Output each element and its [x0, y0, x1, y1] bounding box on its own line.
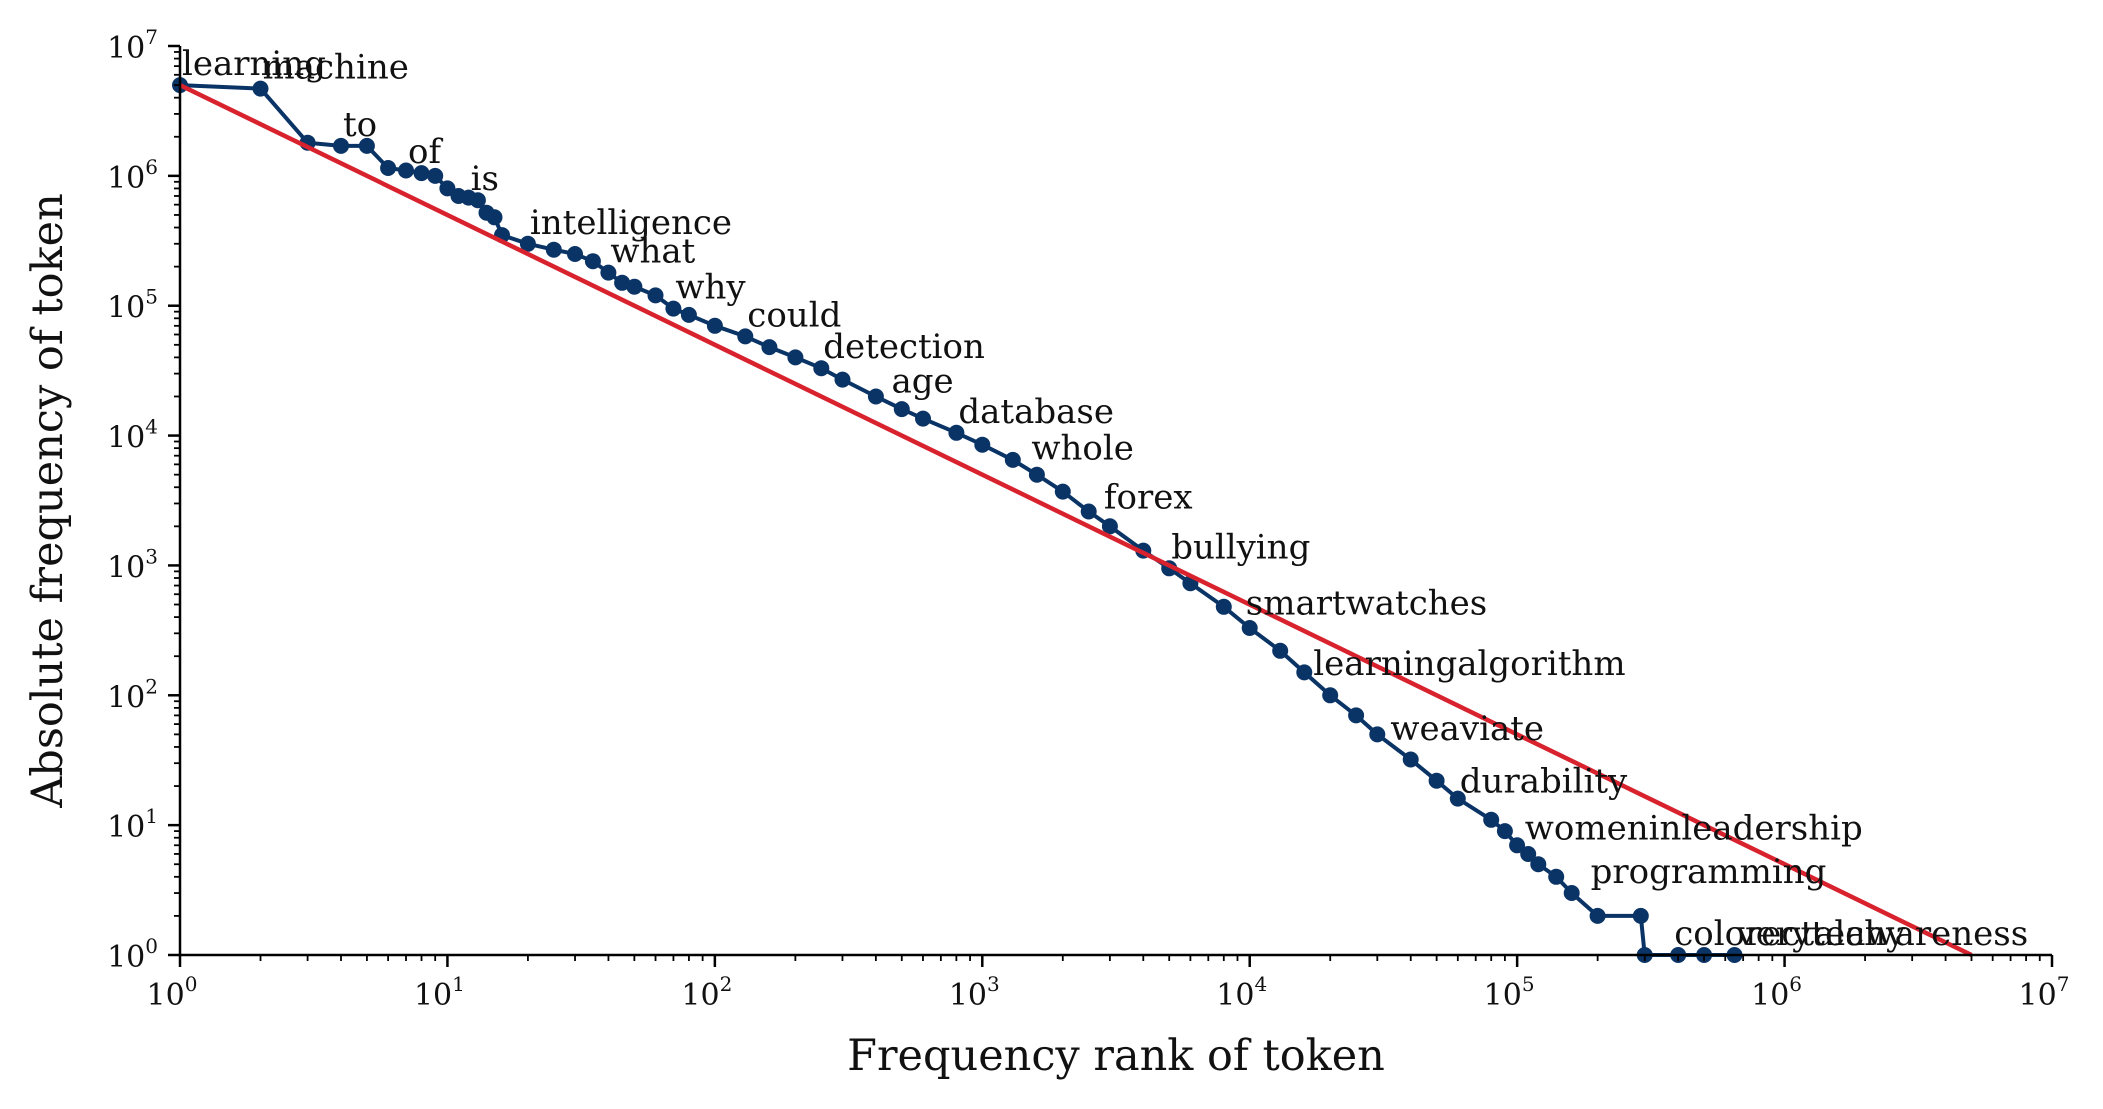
data-point	[1530, 856, 1547, 873]
token-label: why	[675, 268, 746, 308]
data-point	[358, 137, 375, 154]
data-point	[1589, 907, 1606, 924]
token-label: colorectalawareness	[1674, 914, 2028, 954]
data-point	[398, 162, 414, 179]
y-axis-title: Absolute frequency of token	[23, 193, 73, 809]
y-tick-label: 101	[107, 804, 158, 845]
data-point	[893, 401, 910, 418]
data-point	[614, 274, 631, 291]
y-tick-label: 103	[107, 544, 158, 585]
data-point	[584, 253, 601, 270]
data-point	[1272, 642, 1289, 659]
y-tick-label: 102	[107, 674, 158, 715]
data-point	[787, 349, 804, 366]
token-label: learningalgorithm	[1313, 644, 1625, 684]
token-label: to	[343, 105, 377, 145]
data-point	[1054, 483, 1071, 500]
data-point	[1369, 726, 1386, 743]
x-tick-label: 103	[949, 972, 1000, 1013]
x-axis-title: Frequency rank of token	[847, 1031, 1385, 1081]
data-point	[1004, 451, 1021, 468]
data-point	[1509, 837, 1526, 854]
data-point	[647, 287, 664, 304]
token-label: learning	[182, 44, 326, 84]
data-point	[1080, 503, 1097, 520]
data-point	[737, 328, 754, 345]
data-point	[1632, 907, 1649, 924]
data-point	[486, 209, 503, 226]
data-point	[915, 410, 931, 427]
data-point	[252, 80, 269, 97]
data-point	[948, 424, 965, 441]
token-label: durability	[1460, 761, 1628, 801]
data-point	[1449, 790, 1466, 807]
token-label: verytechy	[1736, 914, 1907, 954]
data-point	[680, 306, 697, 323]
data-point	[1215, 598, 1232, 615]
data-point	[567, 246, 583, 262]
data-point	[519, 235, 536, 252]
data-point	[333, 137, 349, 154]
token-label: bullying	[1171, 527, 1310, 567]
data-point	[1428, 772, 1445, 789]
data-point	[545, 241, 562, 258]
x-tick-label: 102	[681, 972, 732, 1013]
token-label: database	[958, 392, 1114, 432]
token-label: intelligence	[530, 203, 732, 243]
data-point	[1348, 707, 1365, 724]
y-tick-label: 104	[107, 415, 158, 456]
token-label: womeninleadership	[1525, 808, 1863, 848]
x-tick-label: 107	[2019, 972, 2070, 1013]
data-point	[1296, 664, 1313, 681]
data-point	[380, 160, 397, 176]
data-point	[867, 388, 884, 405]
data-point	[600, 264, 617, 281]
token-label: machine	[263, 48, 409, 88]
data-point	[665, 300, 682, 317]
data-point	[469, 192, 486, 209]
token-label: whole	[1031, 428, 1133, 468]
token-label: detection	[823, 327, 985, 367]
token-label: smartwatches	[1246, 584, 1487, 624]
y-tick-label: 107	[107, 25, 158, 66]
x-tick-label: 106	[1751, 972, 1802, 1013]
token-label: age	[892, 361, 954, 401]
x-tick-label: 104	[1216, 972, 1267, 1013]
data-point	[706, 317, 723, 334]
data-point	[1563, 885, 1580, 901]
y-tick-label: 106	[107, 155, 158, 196]
data-point	[1028, 466, 1045, 483]
x-tick-label: 100	[147, 972, 198, 1013]
data-point	[974, 436, 991, 453]
token-label: is	[471, 159, 499, 199]
data-point	[1496, 823, 1513, 840]
y-tick-label: 105	[107, 285, 158, 326]
data-point	[427, 167, 444, 184]
x-tick-label: 105	[1484, 972, 1535, 1013]
data-point	[1483, 811, 1500, 828]
data-point	[1322, 687, 1339, 704]
data-point	[1101, 518, 1118, 535]
token-label: weaviate	[1390, 709, 1544, 749]
data-point	[413, 165, 430, 182]
data-point	[834, 371, 851, 388]
axes: 100 101 102 103 104 105 106 107 100 101 102 103 104 1…	[107, 25, 2069, 1013]
data-point	[1241, 620, 1258, 636]
series-1-line	[179, 83, 1973, 958]
data-point	[1520, 846, 1537, 862]
data-point	[761, 339, 778, 356]
data-point	[626, 278, 643, 295]
token-label: could	[747, 295, 841, 335]
data-point	[1548, 868, 1565, 885]
x-tick-label: 101	[414, 972, 465, 1013]
y-tick-label: 100	[107, 934, 158, 975]
data-point	[813, 360, 830, 377]
token-label: of	[408, 132, 443, 172]
token-label: what	[610, 232, 695, 272]
token-label: forex	[1104, 478, 1193, 518]
token-label: programming	[1591, 852, 1827, 892]
data-point	[1402, 751, 1419, 768]
